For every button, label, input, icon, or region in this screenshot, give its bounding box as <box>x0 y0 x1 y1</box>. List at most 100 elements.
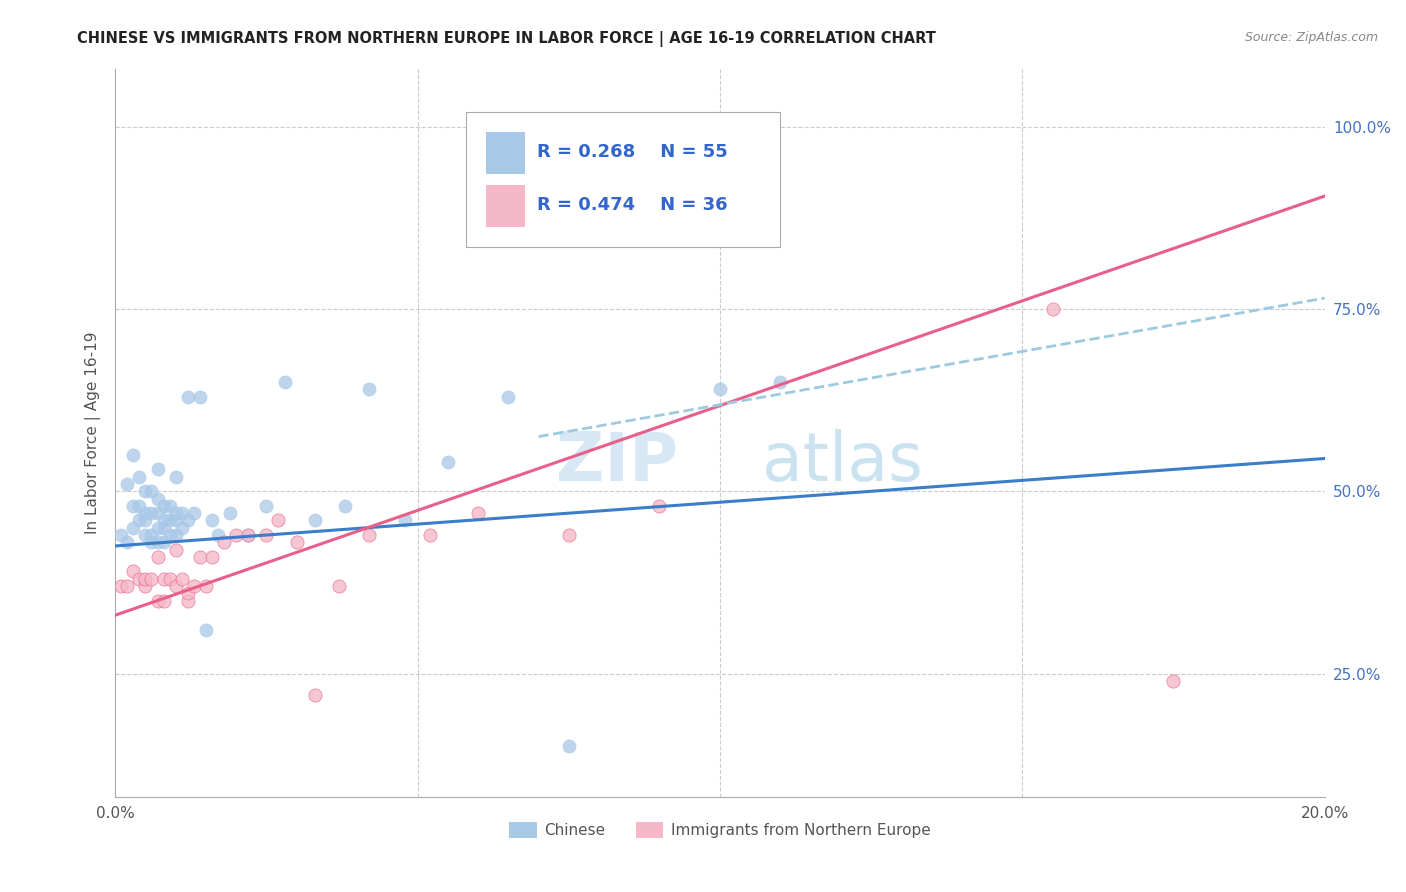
Point <box>254 528 277 542</box>
Point <box>769 375 792 389</box>
Point <box>134 579 156 593</box>
Point <box>141 535 163 549</box>
Point <box>177 390 200 404</box>
Point <box>128 572 150 586</box>
Point <box>128 513 150 527</box>
Point <box>146 593 169 607</box>
Point <box>188 390 211 404</box>
Point <box>177 593 200 607</box>
Point <box>152 593 174 607</box>
Point <box>146 535 169 549</box>
Point <box>238 528 260 542</box>
Point <box>152 535 174 549</box>
Point <box>436 455 458 469</box>
Point <box>159 528 181 542</box>
Point <box>648 499 671 513</box>
Point <box>177 513 200 527</box>
Point <box>122 521 145 535</box>
Point <box>146 549 169 564</box>
Point <box>267 513 290 527</box>
Point <box>152 499 174 513</box>
Point <box>165 469 187 483</box>
Point <box>159 499 181 513</box>
Text: ZIP: ZIP <box>555 429 678 495</box>
Point <box>201 513 224 527</box>
Point <box>128 499 150 513</box>
Point <box>134 572 156 586</box>
Point <box>165 513 187 527</box>
Point <box>359 382 381 396</box>
Point <box>394 513 416 527</box>
Point <box>188 549 211 564</box>
Point <box>128 469 150 483</box>
Point <box>117 535 139 549</box>
Point <box>165 528 187 542</box>
Point <box>177 586 200 600</box>
Point <box>122 565 145 579</box>
Legend: Chinese, Immigrants from Northern Europe: Chinese, Immigrants from Northern Europe <box>503 816 936 845</box>
Point <box>117 477 139 491</box>
Point <box>146 521 169 535</box>
Point <box>134 513 156 527</box>
Point <box>152 521 174 535</box>
Bar <box>486 132 526 174</box>
Point <box>110 579 132 593</box>
Point <box>146 506 169 520</box>
Point <box>709 382 731 396</box>
Point <box>141 572 163 586</box>
Point <box>110 528 132 542</box>
Point <box>207 528 229 542</box>
Point <box>146 491 169 506</box>
Point <box>146 462 169 476</box>
Point <box>201 549 224 564</box>
Point <box>134 506 156 520</box>
Point <box>304 513 326 527</box>
Text: atlas: atlas <box>762 429 924 495</box>
Point <box>273 375 295 389</box>
Bar <box>486 186 526 227</box>
Text: CHINESE VS IMMIGRANTS FROM NORTHERN EUROPE IN LABOR FORCE | AGE 16-19 CORRELATIO: CHINESE VS IMMIGRANTS FROM NORTHERN EURO… <box>77 31 936 47</box>
Point <box>117 579 139 593</box>
Point <box>152 572 174 586</box>
Y-axis label: In Labor Force | Age 16-19: In Labor Force | Age 16-19 <box>86 332 101 534</box>
Point <box>359 528 381 542</box>
Point <box>165 579 187 593</box>
Point <box>194 623 217 637</box>
Point <box>225 528 247 542</box>
Point <box>558 528 581 542</box>
Point <box>238 528 260 542</box>
Point <box>194 579 217 593</box>
Point <box>141 484 163 499</box>
Point <box>333 499 356 513</box>
Point <box>419 528 441 542</box>
Point <box>183 579 205 593</box>
Point <box>165 542 187 557</box>
Text: R = 0.268    N = 55: R = 0.268 N = 55 <box>537 143 728 161</box>
Text: R = 0.474    N = 36: R = 0.474 N = 36 <box>537 196 728 214</box>
Point <box>170 506 193 520</box>
Point <box>1163 673 1185 688</box>
Point <box>183 506 205 520</box>
Point <box>304 689 326 703</box>
Point <box>328 579 350 593</box>
Point <box>134 484 156 499</box>
Point <box>134 528 156 542</box>
Point <box>152 513 174 527</box>
Point <box>467 506 489 520</box>
Point <box>219 506 242 520</box>
Point <box>170 572 193 586</box>
Point <box>159 572 181 586</box>
Point <box>122 499 145 513</box>
Point <box>159 513 181 527</box>
Point <box>170 521 193 535</box>
Text: Source: ZipAtlas.com: Source: ZipAtlas.com <box>1244 31 1378 45</box>
Point <box>254 499 277 513</box>
Point <box>122 448 145 462</box>
Point <box>498 390 520 404</box>
Point <box>558 739 581 754</box>
Point <box>141 528 163 542</box>
Point <box>141 506 163 520</box>
Point <box>1042 301 1064 316</box>
FancyBboxPatch shape <box>465 112 780 247</box>
Point <box>165 506 187 520</box>
